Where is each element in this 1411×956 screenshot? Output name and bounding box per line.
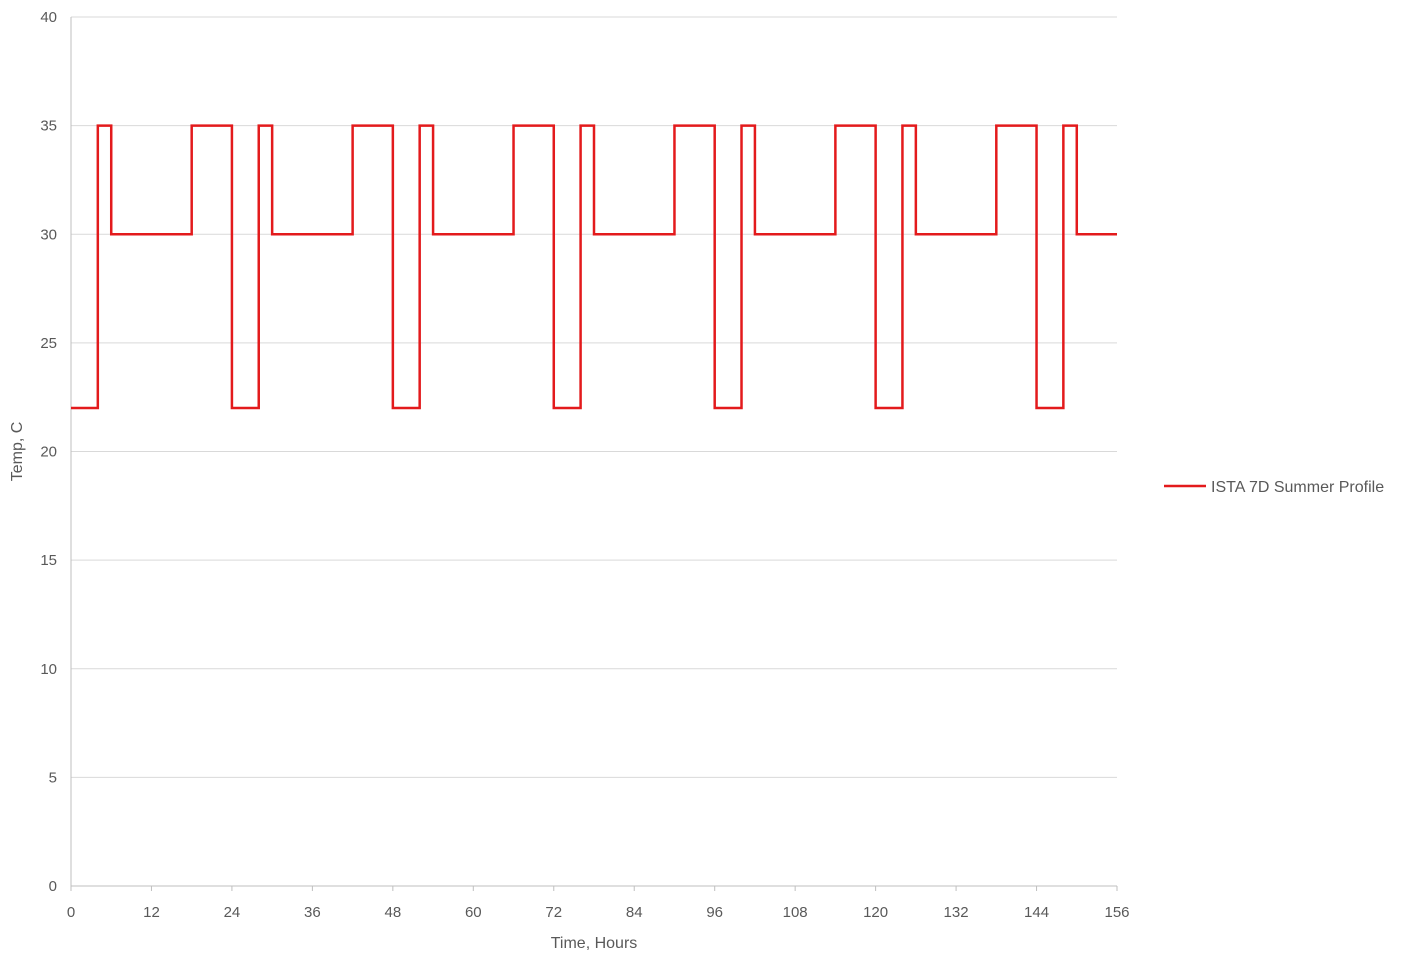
x-tick-label: 144 [1024, 904, 1049, 921]
x-tick-label: 36 [304, 904, 321, 921]
x-tick-label: 60 [465, 904, 482, 921]
y-tick-label: 0 [49, 878, 57, 895]
y-tick-label: 10 [40, 661, 57, 678]
x-tick-label: 0 [67, 904, 75, 921]
y-axis-title: Temp, C [9, 422, 26, 482]
x-tick-label: 156 [1104, 904, 1129, 921]
legend: ISTA 7D Summer Profile [1164, 479, 1384, 496]
x-tick-label: 120 [863, 904, 888, 921]
y-tick-label: 20 [40, 444, 57, 461]
y-tick-label: 15 [40, 552, 57, 569]
x-axis-title: Time, Hours [551, 935, 638, 952]
x-tick-label: 96 [706, 904, 723, 921]
y-tick-label: 40 [40, 9, 57, 26]
y-tick-label: 5 [49, 769, 57, 786]
axes [70, 17, 1118, 891]
y-tick-label: 35 [40, 118, 57, 135]
x-tick-label: 108 [783, 904, 808, 921]
y-tick-label: 30 [40, 226, 57, 243]
legend-label: ISTA 7D Summer Profile [1211, 479, 1384, 496]
x-tick-label: 12 [143, 904, 160, 921]
tick-labels: 0 5 10 15 20 25 30 35 40 0 12 24 36 48 60 72 84 96 108 120 1… [40, 9, 1129, 921]
x-tick-label: 24 [224, 904, 241, 921]
series-layer [71, 124, 1117, 410]
x-tick-label: 72 [545, 904, 562, 921]
y-tick-label: 25 [40, 335, 57, 352]
x-tick-label: 48 [385, 904, 402, 921]
x-tick-label: 84 [626, 904, 643, 921]
series-line [71, 124, 1117, 410]
x-tick-label: 132 [944, 904, 969, 921]
